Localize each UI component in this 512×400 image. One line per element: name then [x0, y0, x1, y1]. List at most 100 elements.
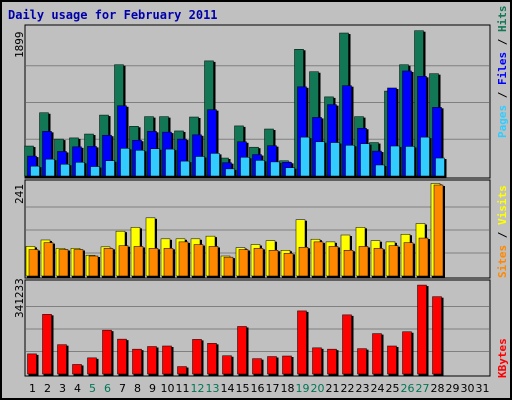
bar-sites-day-11	[178, 241, 189, 277]
x-tick-label-5: 5	[89, 382, 96, 395]
x-tick-label-9: 9	[149, 382, 156, 395]
bar-pages-day-8	[135, 150, 145, 177]
bar-pages-day-27	[420, 136, 430, 177]
x-tick-label-31: 31	[476, 382, 490, 395]
bar-pages-day-17	[270, 161, 280, 177]
bar-kbytes-day-14	[222, 355, 232, 375]
bar-pages-day-24	[375, 164, 385, 177]
bar-sites-day-27	[418, 237, 429, 277]
bar-pages-day-13	[210, 153, 220, 177]
x-tick-label-21: 21	[326, 382, 340, 395]
x-tick-label-11: 11	[176, 382, 190, 395]
bar-sites-day-24	[373, 248, 384, 277]
bar-pages-day-16	[255, 160, 265, 177]
bar-sites-day-16	[253, 248, 264, 277]
x-tick-label-2: 2	[44, 382, 51, 395]
bar-kbytes-day-26	[402, 331, 412, 375]
bar-kbytes-day-8	[132, 348, 142, 375]
bar-pages-day-6	[105, 160, 115, 177]
bar-sites-day-22	[343, 250, 354, 277]
bar-pages-day-22	[345, 145, 355, 177]
bar-kbytes-day-9	[147, 346, 157, 375]
bar-sites-day-15	[238, 249, 249, 277]
bar-kbytes-day-19	[297, 310, 307, 375]
bar-sites-day-20	[313, 241, 324, 277]
x-tick-label-12: 12	[191, 382, 205, 395]
bar-pages-day-15	[240, 157, 250, 177]
x-tick-label-1: 1	[29, 382, 36, 395]
bar-kbytes-day-27	[417, 284, 427, 375]
bar-kbytes-day-23	[357, 348, 367, 375]
x-tick-label-26: 26	[401, 382, 415, 395]
bar-pages-day-26	[405, 146, 415, 177]
bar-sites-day-4	[73, 249, 84, 277]
bar-sites-day-1	[28, 249, 39, 277]
bar-pages-day-11	[180, 160, 190, 177]
x-tick-label-22: 22	[341, 382, 355, 395]
bar-sites-day-10	[163, 248, 174, 277]
x-tick-label-10: 10	[161, 382, 175, 395]
bar-pages-day-1	[30, 165, 40, 177]
bar-pages-day-2	[45, 158, 55, 177]
bar-sites-day-21	[328, 246, 339, 277]
bar-sites-day-3	[58, 249, 69, 277]
bar-sites-day-6	[103, 248, 114, 277]
x-tick-label-27: 27	[416, 382, 430, 395]
x-tick-label-30: 30	[461, 382, 475, 395]
bar-sites-day-25	[388, 245, 399, 277]
bar-kbytes-day-12	[192, 339, 202, 375]
x-tick-label-6: 6	[104, 382, 111, 395]
bar-pages-day-25	[390, 145, 400, 177]
bar-sites-day-26	[403, 242, 414, 277]
bar-kbytes-day-21	[327, 348, 337, 375]
x-tick-label-20: 20	[311, 382, 325, 395]
x-tick-label-7: 7	[119, 382, 126, 395]
bar-pages-day-5	[90, 166, 100, 177]
bar-pages-day-23	[360, 143, 370, 177]
bar-pages-day-12	[195, 156, 205, 177]
bar-pages-day-21	[330, 142, 340, 177]
x-tick-label-17: 17	[266, 382, 280, 395]
bar-pages-day-9	[150, 148, 160, 177]
bar-pages-day-19	[300, 136, 310, 177]
x-tick-label-24: 24	[371, 382, 385, 395]
x-tick-label-28: 28	[431, 382, 445, 395]
bar-pages-day-3	[60, 163, 70, 177]
bar-sites-day-19	[298, 246, 309, 277]
bar-sites-day-23	[358, 246, 369, 277]
x-tick-label-16: 16	[251, 382, 265, 395]
x-tick-label-8: 8	[134, 382, 141, 395]
bar-kbytes-day-11	[177, 366, 187, 375]
x-tick-label-14: 14	[221, 382, 235, 395]
bar-sites-day-9	[148, 248, 159, 277]
bar-sites-day-7	[118, 245, 129, 277]
bar-kbytes-day-4	[72, 364, 82, 375]
bar-pages-day-20	[315, 141, 325, 177]
x-tick-label-25: 25	[386, 382, 400, 395]
bar-kbytes-day-6	[102, 329, 112, 375]
bar-kbytes-day-28	[432, 296, 442, 375]
bar-sites-day-12	[193, 244, 204, 277]
bar-kbytes-day-20	[312, 347, 322, 375]
bar-kbytes-day-24	[372, 333, 382, 375]
bar-pages-day-10	[165, 148, 175, 177]
x-tick-label-29: 29	[446, 382, 460, 395]
x-tick-label-13: 13	[206, 382, 220, 395]
bar-sites-day-5	[88, 255, 99, 277]
x-tick-label-15: 15	[236, 382, 250, 395]
bar-sites-day-17	[268, 250, 279, 277]
bar-sites-day-28	[433, 184, 444, 277]
bar-sites-day-2	[43, 242, 54, 277]
x-tick-label-23: 23	[356, 382, 370, 395]
x-tick-label-19: 19	[296, 382, 310, 395]
bar-kbytes-day-1	[27, 353, 37, 375]
bar-kbytes-day-17	[267, 356, 277, 375]
bar-kbytes-day-13	[207, 343, 217, 375]
bar-sites-day-18	[283, 253, 294, 277]
bar-kbytes-day-16	[252, 358, 262, 375]
bar-kbytes-day-25	[387, 345, 397, 375]
bar-kbytes-day-15	[237, 326, 247, 375]
bar-pages-day-4	[75, 162, 85, 177]
bar-kbytes-day-3	[57, 344, 67, 375]
